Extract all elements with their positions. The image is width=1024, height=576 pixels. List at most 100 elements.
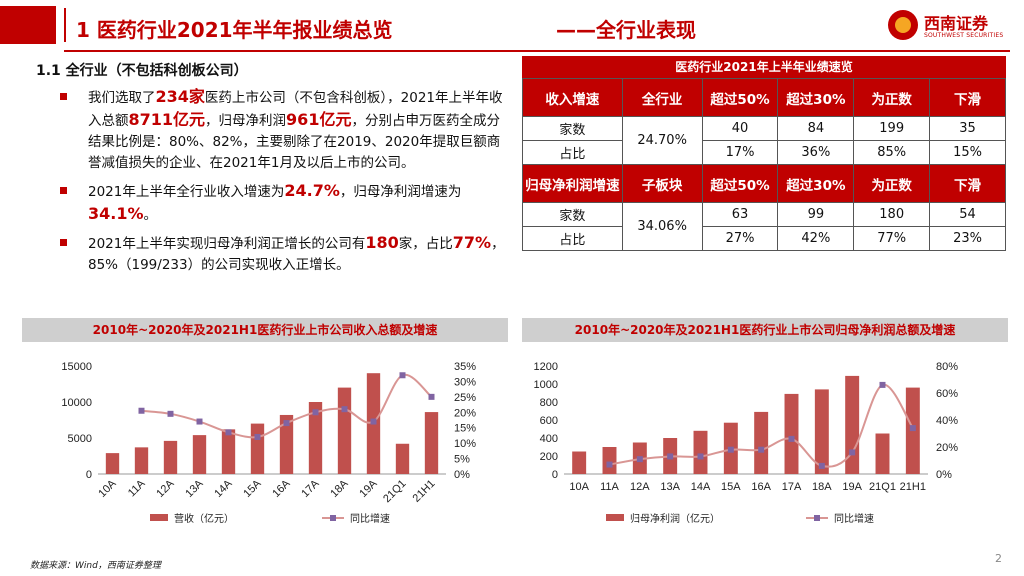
legend-line-label: 同比增速 <box>350 512 390 525</box>
y-left-tick-label: 10000 <box>61 397 92 409</box>
x-tick-label: 21H1 <box>411 478 438 505</box>
bar <box>221 429 236 474</box>
bar <box>134 447 149 474</box>
bar <box>395 443 410 474</box>
growth-point <box>667 453 674 460</box>
y-right-tick-label: 0% <box>936 469 952 481</box>
y-left-tick-label: 200 <box>540 451 558 463</box>
table-cell: 23% <box>929 226 1006 251</box>
bar <box>693 430 708 474</box>
x-tick-label: 10A <box>569 481 589 493</box>
table-cell: 77% <box>853 226 931 251</box>
table-cell: 35 <box>929 116 1006 141</box>
logo-text-cn: 西南证券 <box>924 14 989 33</box>
bar <box>814 389 829 474</box>
x-tick-label: 14A <box>212 477 235 500</box>
table-total-cell: 24.70% <box>621 116 703 165</box>
table-cell: 27% <box>701 226 779 251</box>
growth-point <box>196 418 203 425</box>
highlight-text: 8711亿元 <box>128 110 206 129</box>
y-left-tick-label: 400 <box>540 433 558 445</box>
highlight-text: 180 <box>365 233 399 252</box>
table-cell: 40 <box>701 116 779 141</box>
bullet-text: ，85%（199/233）的公司实现收入正增长。 <box>88 236 505 273</box>
bullet-text: ，归母净利润增速为 <box>339 184 462 200</box>
bar <box>105 453 120 474</box>
table-cell: 85% <box>853 140 931 165</box>
x-tick-label: 16A <box>751 481 771 493</box>
bullet-text: 医药上市公司（不包含科创板），2021年上半年收入总额 <box>88 90 503 129</box>
x-tick-label: 16A <box>270 477 293 500</box>
growth-point <box>370 418 377 425</box>
bullet-list: 我们选取了234家医药上市公司（不包含科创板），2021年上半年收入总额8711… <box>60 86 506 282</box>
table-header-cell: 下滑 <box>929 164 1006 203</box>
table-row: 占比 17% 36% 85% 15% <box>522 140 1006 165</box>
x-tick-label: 12A <box>630 481 650 493</box>
growth-point <box>225 429 232 436</box>
growth-point <box>254 433 261 440</box>
bullet-text: ，分别占申万医药全成分结果比例是：80%、82%，主要剔除了在2019、2020… <box>88 113 501 171</box>
y-right-tick-label: 80% <box>936 361 958 373</box>
y-right-tick-label: 5% <box>454 454 470 466</box>
y-right-tick-label: 20% <box>936 442 958 454</box>
y-left-tick-label: 600 <box>540 415 558 427</box>
y-right-tick-label: 20% <box>454 407 476 419</box>
y-right-tick-label: 10% <box>454 438 476 450</box>
x-tick-label: 11A <box>126 477 148 499</box>
table-total-cell: 34.06% <box>621 202 703 251</box>
bullet-text: 。 <box>143 207 158 223</box>
x-tick-label: 11A <box>600 481 619 493</box>
bar <box>308 402 323 474</box>
page-title: 1 医药行业2021年半年报业绩总览 <box>76 18 393 42</box>
growth-point <box>167 410 174 417</box>
x-tick-label: 21Q1 <box>869 481 896 493</box>
x-tick-label: 13A <box>183 477 206 500</box>
growth-point <box>636 456 643 463</box>
growth-point <box>428 393 435 400</box>
y-left-tick-label: 800 <box>540 397 558 409</box>
table-header-cell: 为正数 <box>853 78 931 117</box>
growth-point <box>606 461 613 468</box>
y-right-tick-label: 40% <box>936 415 958 427</box>
summary-table-title: 医药行业2021年上半年业绩速览 <box>522 56 1006 78</box>
growth-point <box>697 453 704 460</box>
logo-text-en: SOUTHWEST SECURITIES <box>924 32 1004 39</box>
growth-point <box>909 425 916 432</box>
table-header-cell: 子板块 <box>621 164 703 203</box>
page-number: 2 <box>995 552 1002 565</box>
data-source-note: 数据来源：Wind，西南证券整理 <box>30 561 161 571</box>
table-header-cell: 下滑 <box>929 78 1006 117</box>
logo-emblem-icon <box>888 10 918 40</box>
y-left-tick-label: 5000 <box>68 433 92 445</box>
table-header-cell: 超过30% <box>777 164 855 203</box>
bullet-text: 我们选取了 <box>88 90 156 106</box>
table-row: 家数 34.06% 63 99 180 54 <box>522 202 1006 251</box>
table-header-cell: 收入增速 <box>522 78 623 117</box>
table-cell: 99 <box>777 202 855 227</box>
growth-point <box>312 409 319 416</box>
x-tick-label: 17A <box>782 481 802 493</box>
growth-point <box>788 435 795 442</box>
legend-bar-label: 营收（亿元） <box>174 512 234 525</box>
y-left-tick-label: 1000 <box>534 379 558 391</box>
x-tick-label: 12A <box>154 477 177 500</box>
y-right-tick-label: 35% <box>454 361 476 373</box>
company-logo: 西南证券 SOUTHWEST SECURITIES <box>888 8 1012 48</box>
table-header-cell: 超过50% <box>701 78 779 117</box>
legend-bar-swatch <box>606 514 624 521</box>
chart2-title: 2010年~2020年及2021H1医药行业上市公司归母净利润总额及增速 <box>522 318 1008 342</box>
y-left-tick-label: 0 <box>86 469 92 481</box>
table-cell: 15% <box>929 140 1006 165</box>
growth-point <box>138 407 145 414</box>
bar <box>845 375 860 474</box>
bullet-text: 2021年上半年实现归母净利润正增长的公司有 <box>88 236 366 252</box>
y-right-tick-label: 60% <box>936 388 958 400</box>
growth-point <box>758 446 765 453</box>
bullet-text: ，归母净利润 <box>205 113 287 129</box>
bullet-text: 家，占比 <box>398 236 453 252</box>
bar <box>424 412 439 474</box>
bar <box>572 451 587 474</box>
revenue-chart: 0 5000 10000 15000 0% 5% 10% 15% 20% 25% 30% 35% 10A… <box>61 361 476 525</box>
x-tick-label: 14A <box>691 481 711 493</box>
title-accent-block <box>0 6 56 44</box>
